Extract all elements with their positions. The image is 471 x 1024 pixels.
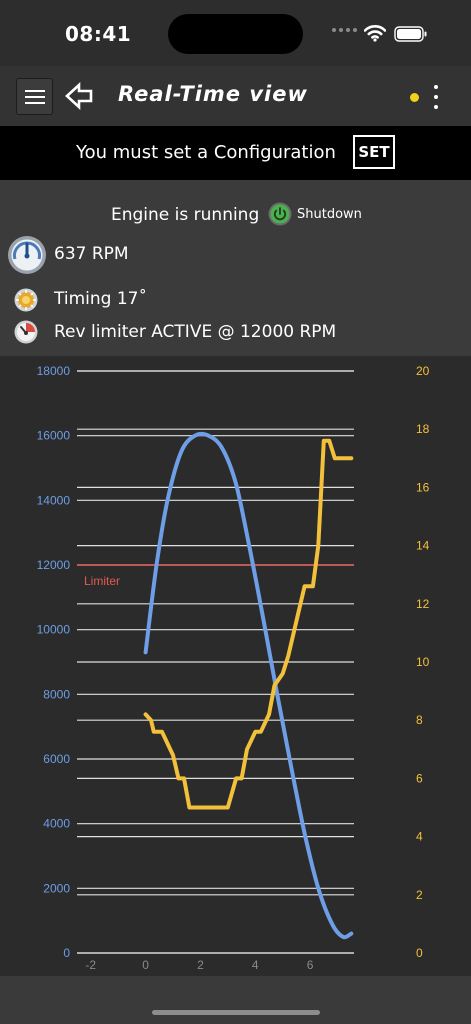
- gauge-icon: [8, 236, 46, 274]
- rpm-series-line: [143, 431, 354, 940]
- y-left-tick-label: 6000: [43, 752, 70, 766]
- bottom-bar: [0, 976, 471, 1024]
- y-right-tick-label: 8: [416, 713, 423, 727]
- y-left-tick-label: 12000: [37, 558, 71, 572]
- y-left-tick-label: 16000: [37, 429, 71, 443]
- y-right-tick-label: 12: [416, 597, 430, 611]
- y-right-tick-label: 10: [416, 655, 430, 669]
- battery-icon: [394, 26, 427, 42]
- connection-status-dot: [410, 93, 419, 102]
- y-left-tick-label: 4000: [43, 817, 70, 831]
- y-right-tick-label: 14: [416, 539, 430, 553]
- power-icon[interactable]: [268, 202, 292, 226]
- chart-canvas: 0200040006000800010000120001400016000180…: [37, 364, 430, 972]
- cellular-dots-icon: [332, 28, 357, 32]
- x-tick-label: -2: [85, 958, 96, 972]
- x-tick-label: 0: [142, 958, 149, 972]
- timing-readout: Timing 17˚: [54, 289, 147, 309]
- y-right-tick-label: 16: [416, 480, 430, 494]
- realtime-chart: 0 2000 4000 6000 8000 10000 12000 14000 16000 180…: [0, 356, 471, 976]
- y-left-tick-label: 2000: [43, 881, 70, 895]
- hamburger-menu-icon[interactable]: [16, 78, 53, 115]
- x-tick-label: 6: [307, 958, 314, 972]
- config-banner: You must set a Configuration SET: [0, 126, 471, 180]
- back-arrow-icon[interactable]: [64, 82, 94, 110]
- timing-gear-icon: [14, 288, 38, 312]
- y-left-tick-label: 18000: [37, 364, 71, 378]
- rpm-readout: 637 RPM: [54, 244, 129, 264]
- kebab-menu-icon[interactable]: [430, 85, 442, 109]
- timing-series-line: [143, 438, 354, 810]
- x-tick-label: 2: [197, 958, 204, 972]
- page-title: Real-Time view: [118, 82, 308, 106]
- y-right-tick-label: 6: [416, 771, 423, 785]
- status-time: 08:41: [65, 22, 132, 46]
- home-indicator[interactable]: [152, 1010, 320, 1015]
- status-bar: 08:41: [0, 0, 471, 66]
- rev-limiter-icon: [14, 320, 38, 344]
- y-left-tick-label: 0: [63, 946, 70, 960]
- camera-notch: [168, 14, 303, 54]
- y-right-tick-label: 4: [416, 830, 423, 844]
- y-right-tick-label: 20: [416, 364, 430, 378]
- rev-limiter-status: Rev limiter ACTIVE @ 12000 RPM: [54, 322, 337, 342]
- engine-status: Engine is running: [111, 205, 260, 225]
- y-left-tick-label: 10000: [37, 623, 71, 637]
- app-header: Real-Time view: [0, 66, 471, 126]
- y-left-tick-label: 8000: [43, 687, 70, 701]
- y-right-tick-label: 18: [416, 422, 430, 436]
- limiter-label: Limiter: [84, 574, 120, 588]
- engine-info-panel: Engine is running Shutdown 637 RPM Timin…: [0, 180, 471, 356]
- y-right-tick-label: 2: [416, 888, 423, 902]
- y-right-tick-label: 0: [416, 946, 423, 960]
- set-config-button[interactable]: SET: [353, 135, 395, 169]
- y-left-tick-label: 14000: [37, 493, 71, 507]
- x-tick-label: 4: [252, 958, 259, 972]
- config-message: You must set a Configuration: [76, 142, 336, 163]
- shutdown-button[interactable]: Shutdown: [297, 207, 362, 222]
- wifi-icon: [364, 25, 386, 42]
